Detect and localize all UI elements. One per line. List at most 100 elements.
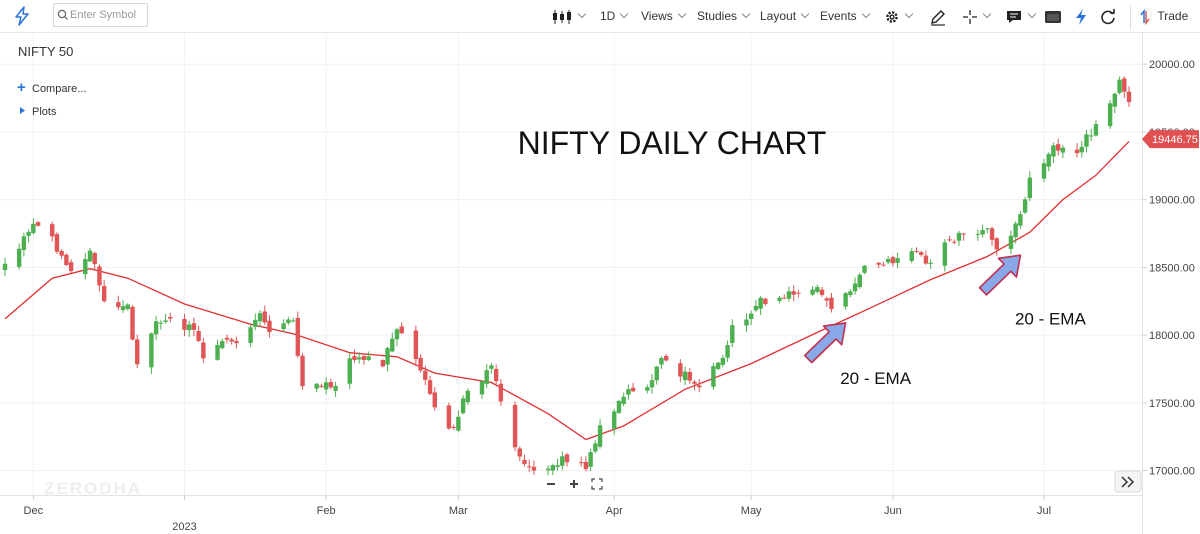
candle-body [621,396,626,404]
x-tick-label: Jun [884,505,902,517]
layout-label: Layout [760,9,797,23]
up-candle [560,451,565,471]
candle-body [786,291,792,299]
down-candle [961,232,966,241]
candle-body [83,259,88,275]
candlestick-chart[interactable]: ZERODHA 20 - EMA 20 - EMA 17000.00 17500.0… [0,33,1200,534]
up-candle [862,265,867,275]
candle-body [31,223,36,234]
candle-body [593,443,598,452]
up-candle [489,363,494,374]
chart-title: NIFTY DAILY CHART [518,125,827,161]
candle-body [1055,144,1061,151]
flash-button[interactable] [1074,0,1088,32]
down-candle [791,285,796,301]
symbol-search-input[interactable] [70,6,144,23]
refresh-button[interactable] [1099,0,1117,32]
up-candle [720,354,726,368]
down-candle [68,259,74,273]
minus-icon [547,483,555,485]
down-candle [201,337,206,364]
candle-body [224,337,230,340]
fullscreen-button[interactable] [591,478,603,490]
annotation-arrow [803,322,847,364]
up-candle [347,352,352,390]
candle-body [168,316,173,319]
studies-dropdown[interactable]: Studies [697,0,751,32]
refresh-icon [1101,8,1115,24]
candle-body [890,257,896,264]
candle-body [829,297,834,310]
crosshair-dropdown[interactable] [962,0,992,32]
candle-body [451,426,456,428]
down-candle [432,387,437,411]
candle-body [531,466,537,471]
settings-dropdown[interactable] [884,0,914,32]
draw-tools-button[interactable] [929,0,947,32]
down-candle [947,235,952,242]
up-candle [616,399,622,414]
down-candle [583,456,589,472]
info-dropdown[interactable] [1005,0,1037,32]
up-candle [125,303,130,311]
candle-body [267,320,272,332]
candle-body [616,400,622,413]
up-candle [158,320,164,330]
annotation-arrow [978,254,1022,296]
up-candle [215,339,220,361]
bolt-logo-icon[interactable] [11,5,33,27]
candle-body [366,356,371,360]
up-candle [956,230,962,246]
candle-body [1060,147,1066,153]
layout-dropdown[interactable]: Layout [760,0,810,32]
up-candle [333,381,338,398]
down-candle [923,250,929,265]
candle-body [59,251,64,256]
window-button[interactable] [1044,0,1062,32]
candle-body [286,319,291,324]
candle-body [522,459,527,464]
toolbar-divider [1130,6,1131,30]
candle-body [153,321,159,335]
zoom-in-button[interactable] [570,480,578,488]
candle-body [914,250,919,252]
zoom-out-button[interactable] [547,483,555,485]
candle-body [583,461,589,470]
candle-body [654,366,659,381]
candle-body [1027,177,1033,199]
up-candle [857,272,863,289]
candle-body [101,285,107,302]
candle-body [50,224,55,237]
up-candle [385,346,390,372]
down-candle [952,239,957,245]
up-candle [810,285,815,297]
up-candle [985,227,990,234]
candle-body [1093,124,1099,136]
up-candle [597,419,603,449]
trade-label: Trade [1157,9,1189,23]
plots-toggle[interactable]: Plots [20,106,57,118]
down-candle [796,289,801,298]
up-candle [314,382,319,393]
candle-body [399,326,404,334]
up-candle [120,300,126,313]
candle-body [852,283,858,292]
chart-type-button[interactable] [551,0,587,32]
up-candle [87,247,93,263]
up-candle [21,232,27,257]
up-candle [220,338,225,350]
up-candle [725,340,730,362]
x-tick-label: Jul [1037,505,1051,517]
candle-body [697,385,702,388]
compare-button[interactable]: + Compare... [17,79,86,96]
trade-button[interactable]: Trade [1139,0,1188,32]
scroll-to-latest-button[interactable] [1114,470,1142,493]
events-dropdown[interactable]: Events [820,0,870,32]
up-candle [550,463,556,476]
candle-body [881,264,886,266]
candle-body [253,319,258,327]
up-candle [26,229,31,243]
views-dropdown[interactable]: Views [641,0,687,32]
interval-dropdown[interactable]: 1D [600,0,629,32]
candle-body [413,330,419,359]
